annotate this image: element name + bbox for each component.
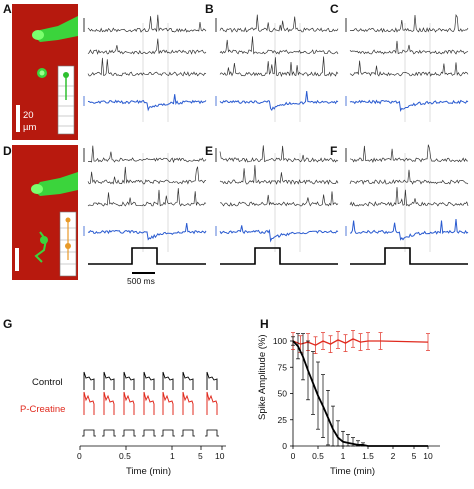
panel-label-b: B [205,2,214,16]
h-xtick-3: 1.5 [362,451,374,461]
trace-black [219,14,339,33]
trace-black [219,56,339,78]
trace-block-0 [83,14,207,122]
time-scale-label: 500 ms [127,276,155,286]
micrograph-a: 20 µm [12,4,78,140]
g-control-sweep [83,371,95,390]
panel-g-tick-2: 1 [170,451,175,461]
series-control [291,333,428,447]
g-control-sweep [103,371,115,390]
h-ytick-0: 0 [282,441,287,451]
trace-black [87,38,207,55]
panel-label-f: F [330,144,337,158]
panel-label-d: D [3,144,12,158]
trace-black [87,166,207,185]
h-xtick-5: 5 [412,451,417,461]
g-control-sweep [143,371,155,390]
h-ytick-25: 25 [278,415,288,425]
trace-black [87,57,207,77]
trace-black [349,169,469,185]
trace-block-5 [345,144,469,252]
h-xtick-2: 1 [341,451,346,461]
trace-blue [87,94,207,112]
stimulus-step-0 [88,247,206,265]
trace-black [349,40,469,55]
g-control-sweep [162,371,174,390]
micrograph-d [12,145,78,280]
g-step [82,429,96,437]
h-ytick-75: 75 [278,362,288,372]
trace-blue [87,223,207,241]
scale-bar-unit: µm [23,122,36,133]
panel-label-g: G [3,317,12,331]
trace-panels [83,13,469,265]
h-xtick-4: 2 [391,451,396,461]
h-ytick-100: 100 [273,336,287,346]
trace-block-4 [215,145,339,252]
trace-blue [219,91,339,111]
g-step [122,429,136,437]
g-control-sweep [206,371,218,390]
panel-g-xlabel: Time (min) [126,466,171,477]
trace-block-1 [215,14,339,122]
trace-black [349,187,469,207]
g-step [142,429,156,437]
row-label-control: Control [32,377,63,388]
h-xtick-0: 0 [291,451,296,461]
g-pcreatine-sweep [103,391,115,415]
trace-block-3 [83,145,207,252]
trace-black [88,145,207,164]
trace-black [87,188,207,207]
trace-black [349,144,469,163]
panel-label-h: H [260,317,269,331]
trace-black [219,165,339,185]
series-line [292,340,428,447]
trace-black [349,13,469,33]
stimulus-step-1 [220,247,338,265]
h-xtick-1: 0.5 [312,451,324,461]
h-ytick-50: 50 [278,389,288,399]
panel-g-traces [82,371,219,437]
g-step [161,429,175,437]
trace-block-2 [345,13,469,122]
trace-blue [349,219,469,241]
trace-blue [219,225,339,243]
scale-bar-value: 20 [23,110,34,121]
h-ylabel-text: Spike Amplitude (%) [257,334,268,420]
h-xtick-6: 10 [423,451,433,461]
h-xlabel: Time (min) [330,466,375,477]
panel-g-tick-0: 0 [77,451,82,461]
panel-g: Control P-Creatine 0 0.5 1 5 10 Time (mi… [20,371,226,477]
g-pcreatine-sweep [162,391,174,415]
panel-label-c: C [330,2,339,16]
g-step [205,429,219,437]
panel-label-a: A [3,2,12,16]
series-pcreatine [291,330,430,354]
g-control-sweep [123,371,135,390]
stimulus-step-2 [350,247,468,265]
g-pcreatine-sweep [123,391,135,415]
trace-black [349,60,469,77]
row-label-p-creatine: P-Creatine [20,404,65,415]
h-ylabel: Spike Amplitude (%) [257,334,268,420]
g-pcreatine-sweep [143,391,155,415]
trace-blue [349,99,469,113]
trace-black [219,191,339,207]
trace-black [87,14,207,33]
g-step [102,429,116,437]
panel-g-tick-3: 5 [198,451,203,461]
panel-g-tick-4: 10 [215,451,225,461]
g-pcreatine-sweep [83,391,95,415]
panel-g-tick-1: 0.5 [119,451,131,461]
trace-black [219,36,339,55]
g-control-sweep [182,371,194,390]
panel-label-e: E [205,144,213,158]
g-step [181,429,195,437]
g-pcreatine-sweep [206,391,218,415]
g-pcreatine-sweep [182,391,194,415]
trace-black [219,145,339,163]
